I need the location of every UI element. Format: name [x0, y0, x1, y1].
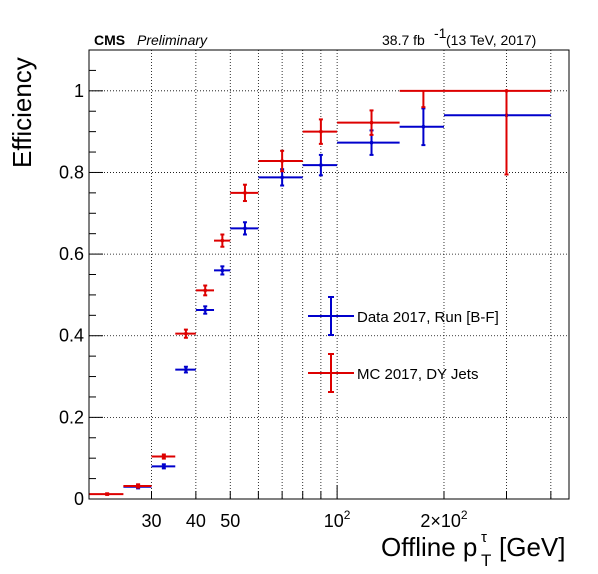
data-point: [243, 226, 247, 230]
data-point: [319, 163, 323, 167]
legend-label: Data 2017, Run [B-F]: [357, 309, 499, 326]
y-tick-label: 1: [74, 81, 84, 101]
data-point: [203, 288, 207, 292]
data-point: [280, 159, 284, 163]
y-tick-label: 0.8: [59, 162, 84, 182]
x-axis-title-subscript: T: [481, 551, 491, 570]
data-point: [162, 464, 166, 468]
x-tick-label: 30: [141, 511, 161, 531]
x-axis-title: Offline p: [381, 532, 477, 562]
data-point: [220, 268, 224, 272]
data-point: [184, 332, 188, 336]
data-point: [370, 141, 374, 145]
x-axis-title-unit: [GeV]: [499, 532, 565, 562]
lumi-exponent: -1: [434, 25, 447, 41]
x-tick-label: 40: [186, 511, 206, 531]
data-point: [136, 484, 140, 488]
data-point: [105, 492, 109, 496]
series-layer: [89, 89, 551, 496]
x-tick-label: 2×102: [420, 508, 468, 531]
y-tick-label: 0.2: [59, 407, 84, 427]
y-axis-title: Efficiency: [7, 57, 37, 168]
axis-ticks: [88, 69, 552, 500]
energy-label: (13 TeV, 2017): [446, 32, 536, 48]
data-point: [162, 455, 166, 459]
tick-labels: 0 0.2 0.4 0.6 0.8 1 30 40 50 102 2×102: [59, 81, 468, 531]
data-point: [220, 239, 224, 243]
y-tick-label: 0.6: [59, 244, 84, 264]
data-point: [421, 125, 425, 129]
data-point: [370, 121, 374, 125]
x-tick-label: 102: [324, 508, 351, 531]
series-1: [89, 89, 551, 496]
legend-label: MC 2017, DY Jets: [357, 366, 478, 383]
data-point: [280, 175, 284, 179]
legend: Data 2017, Run [B-F] MC 2017, DY Jets: [308, 296, 499, 393]
y-tick-label: 0: [74, 489, 84, 509]
preliminary-label: Preliminary: [137, 32, 208, 48]
data-point: [203, 308, 207, 312]
lumi-label: 38.7 fb: [382, 32, 425, 48]
data-point: [243, 191, 247, 195]
data-point: [184, 368, 188, 372]
data-point: [319, 130, 323, 134]
series-0: [123, 107, 551, 490]
x-axis-title-superscript: τ: [481, 529, 487, 546]
y-tick-label: 0.4: [59, 326, 84, 346]
cms-label: CMS: [94, 32, 125, 48]
x-tick-label: 50: [220, 511, 240, 531]
